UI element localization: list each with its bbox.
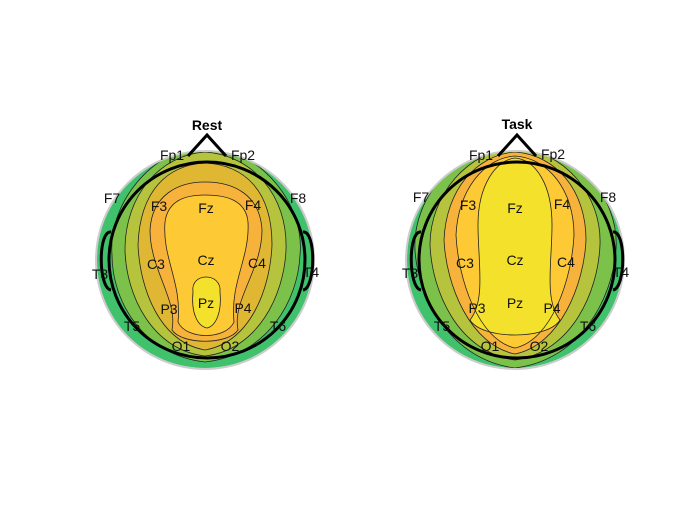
electrode-label: C3 [456,255,474,271]
electrode-label: P4 [234,300,251,316]
electrode-label: C4 [557,254,575,270]
right-ear-rest [302,230,315,292]
electrode-label: F4 [554,196,571,212]
electrode-label: F7 [104,190,121,206]
electrode-label: Fp1 [469,147,493,163]
electrode-label: F7 [413,189,430,205]
electrode-label: Fp2 [231,147,255,163]
electrode-label: T4 [613,264,630,280]
electrode-label: T6 [270,318,287,334]
electrode-label: Fp1 [160,147,184,163]
electrode-label: T3 [92,266,109,282]
electrode-label: Fz [507,200,523,216]
electrode-label: O2 [221,338,240,354]
electrode-label: C4 [248,255,266,271]
electrode-label: T5 [124,318,141,334]
contour-map-rest [97,152,313,368]
head-outline-task [409,132,625,360]
electrode-labels-rest: Fp1 Fp2 F7 F3 Fz F4 F8 T3 C3 Cz C4 T4 T5… [92,147,320,354]
electrode-label: F3 [460,197,477,213]
electrode-label: F8 [600,189,617,205]
panel-title-task: Task [502,116,533,132]
head-outline-rest [99,132,315,360]
electrode-label: C3 [147,256,165,272]
electrode-label: Cz [506,252,523,268]
electrode-labels-task: Fp1 Fp2 F7 F3 Fz F4 F8 T3 C3 Cz C4 T4 T5… [402,146,630,354]
electrode-label: T4 [303,264,320,280]
electrode-label: P3 [160,301,177,317]
panel-title-rest: Rest [192,117,223,133]
electrode-label: F3 [151,198,168,214]
electrode-label: P3 [468,300,485,316]
electrode-label: O1 [172,338,191,354]
right-ear-task [612,230,625,292]
electrode-label: Fz [198,200,214,216]
electrode-label: Pz [198,295,214,311]
left-ear-task [409,230,422,292]
nose-rest [186,132,228,158]
electrode-label: O2 [530,338,549,354]
electrode-label: Fp2 [541,146,565,162]
nose-task [496,132,538,158]
electrode-label: T3 [402,265,419,281]
panel-rest: Rest Fp1 Fp2 F7 F [92,117,320,370]
left-ear-rest [99,230,112,292]
electrode-label: Pz [507,295,523,311]
electrode-label: F8 [290,190,307,206]
electrode-label: P4 [543,300,560,316]
electrode-label: O1 [481,338,500,354]
contour-lines-rest [111,152,301,363]
panel-task: Task Fp1 Fp2 F7 F3 Fz [402,116,630,370]
electrode-label: T5 [434,318,451,334]
electrode-label: F4 [245,197,262,213]
electrode-label: Cz [197,252,214,268]
electrode-label: T6 [580,318,597,334]
contour-lines-task [414,152,617,368]
